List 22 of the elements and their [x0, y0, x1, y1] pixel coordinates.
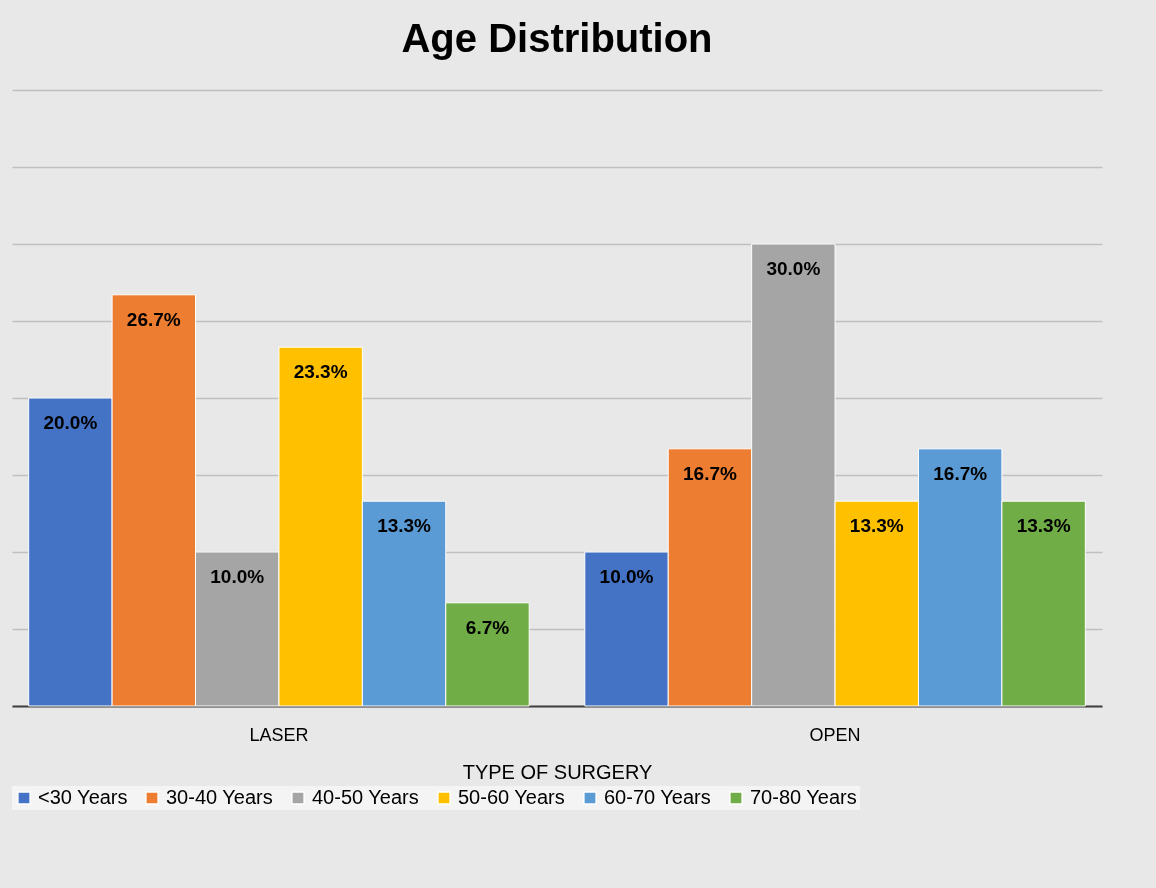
legend-label: 60-70 Years	[604, 786, 711, 808]
legend-label: 50-60 Years	[458, 786, 565, 808]
legend-label: 30-40 Years	[166, 786, 273, 808]
data-label: 20.0%	[43, 412, 98, 433]
data-label: 13.3%	[1016, 515, 1071, 537]
data-label: 16.7%	[933, 462, 988, 484]
data-label: 16.7%	[683, 462, 737, 484]
data-label: 26.7%	[126, 308, 181, 330]
data-label: 6.7%	[465, 616, 510, 638]
data-label: 10.0%	[210, 566, 265, 587]
x-tick-label: OPEN	[809, 724, 861, 745]
x-axis-title: TYPE OF SURGERY	[462, 760, 653, 783]
x-tick-label: LASER	[249, 724, 309, 745]
legend-label: 40-50 Years	[312, 786, 419, 808]
data-label: 13.3%	[849, 515, 904, 537]
data-label: 30.0%	[766, 258, 821, 279]
legend-label: <30 Years	[38, 786, 128, 808]
data-label: 23.3%	[293, 361, 348, 383]
data-label: 10.0%	[599, 566, 654, 587]
chart-title: Age Distribution	[401, 16, 713, 60]
data-label: 13.3%	[377, 515, 432, 537]
legend-label: 70-80 Years	[750, 786, 857, 808]
